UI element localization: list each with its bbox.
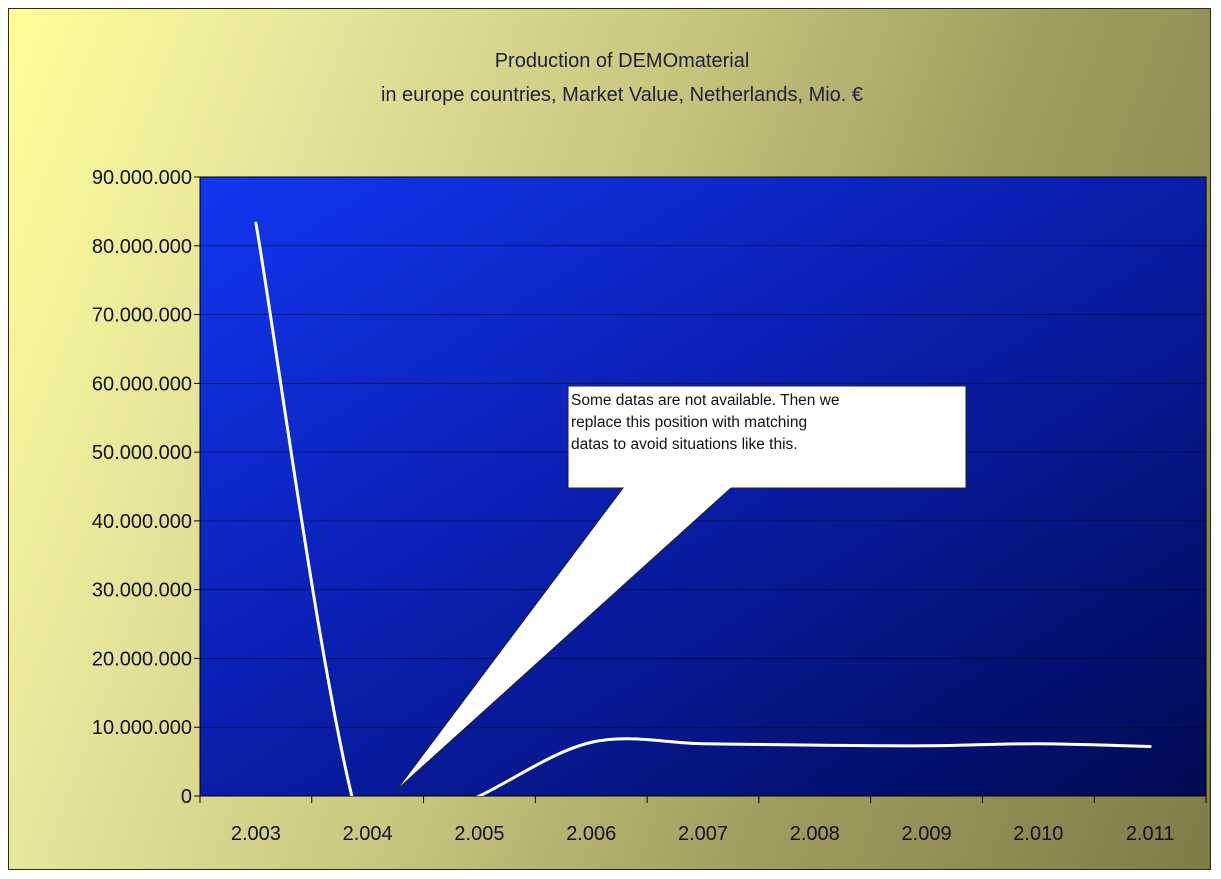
series-line <box>254 221 1152 796</box>
y-tick-label: 10.000.000 <box>92 717 192 739</box>
chart-title-line-1: Production of DEMOmaterial <box>495 50 750 72</box>
y-tick-label: 40.000.000 <box>92 511 192 533</box>
y-tick-label: 20.000.000 <box>92 648 192 670</box>
y-tick-label: 70.000.000 <box>92 305 192 327</box>
y-axis: 0 10.000.000 20.000.000 30.000.000 40.000.00… <box>92 167 200 808</box>
y-tick-label: 60.000.000 <box>92 373 192 395</box>
callout-annotation <box>396 385 967 791</box>
x-tick-label: 2.005 <box>454 823 504 845</box>
callout-line: Some datas are not available. Then we <box>571 392 840 409</box>
callout-shape <box>396 385 967 791</box>
x-tick-label: 2.003 <box>231 823 281 845</box>
x-tick-label: 2.004 <box>343 823 393 845</box>
callout-line: replace this position with matching <box>571 414 808 431</box>
y-tick-label: 50.000.000 <box>92 442 192 464</box>
x-tick-label: 2.008 <box>790 823 840 845</box>
x-axis: 2.003 2.004 2.005 2.006 2.007 2.008 2.009 2.010… <box>199 796 1207 845</box>
x-tick-label: 2.006 <box>566 823 616 845</box>
x-tick-label: 2.011 <box>1126 823 1175 845</box>
x-tick-label: 2.010 <box>1013 823 1063 845</box>
chart-title-line-2: in europe countries, Market Value, Nethe… <box>381 84 863 106</box>
callout-line: datas to avoid situations like this. <box>571 436 798 453</box>
y-tick-label: 0 <box>181 786 192 808</box>
y-tick-label: 30.000.000 <box>92 580 192 602</box>
y-tick-label: 90.000.000 <box>92 167 192 189</box>
y-tick-label: 80.000.000 <box>92 236 192 258</box>
x-tick-label: 2.007 <box>678 823 728 845</box>
x-tick-label: 2.009 <box>902 823 952 845</box>
callout-text: Some datas are not available. Then we re… <box>571 390 961 456</box>
